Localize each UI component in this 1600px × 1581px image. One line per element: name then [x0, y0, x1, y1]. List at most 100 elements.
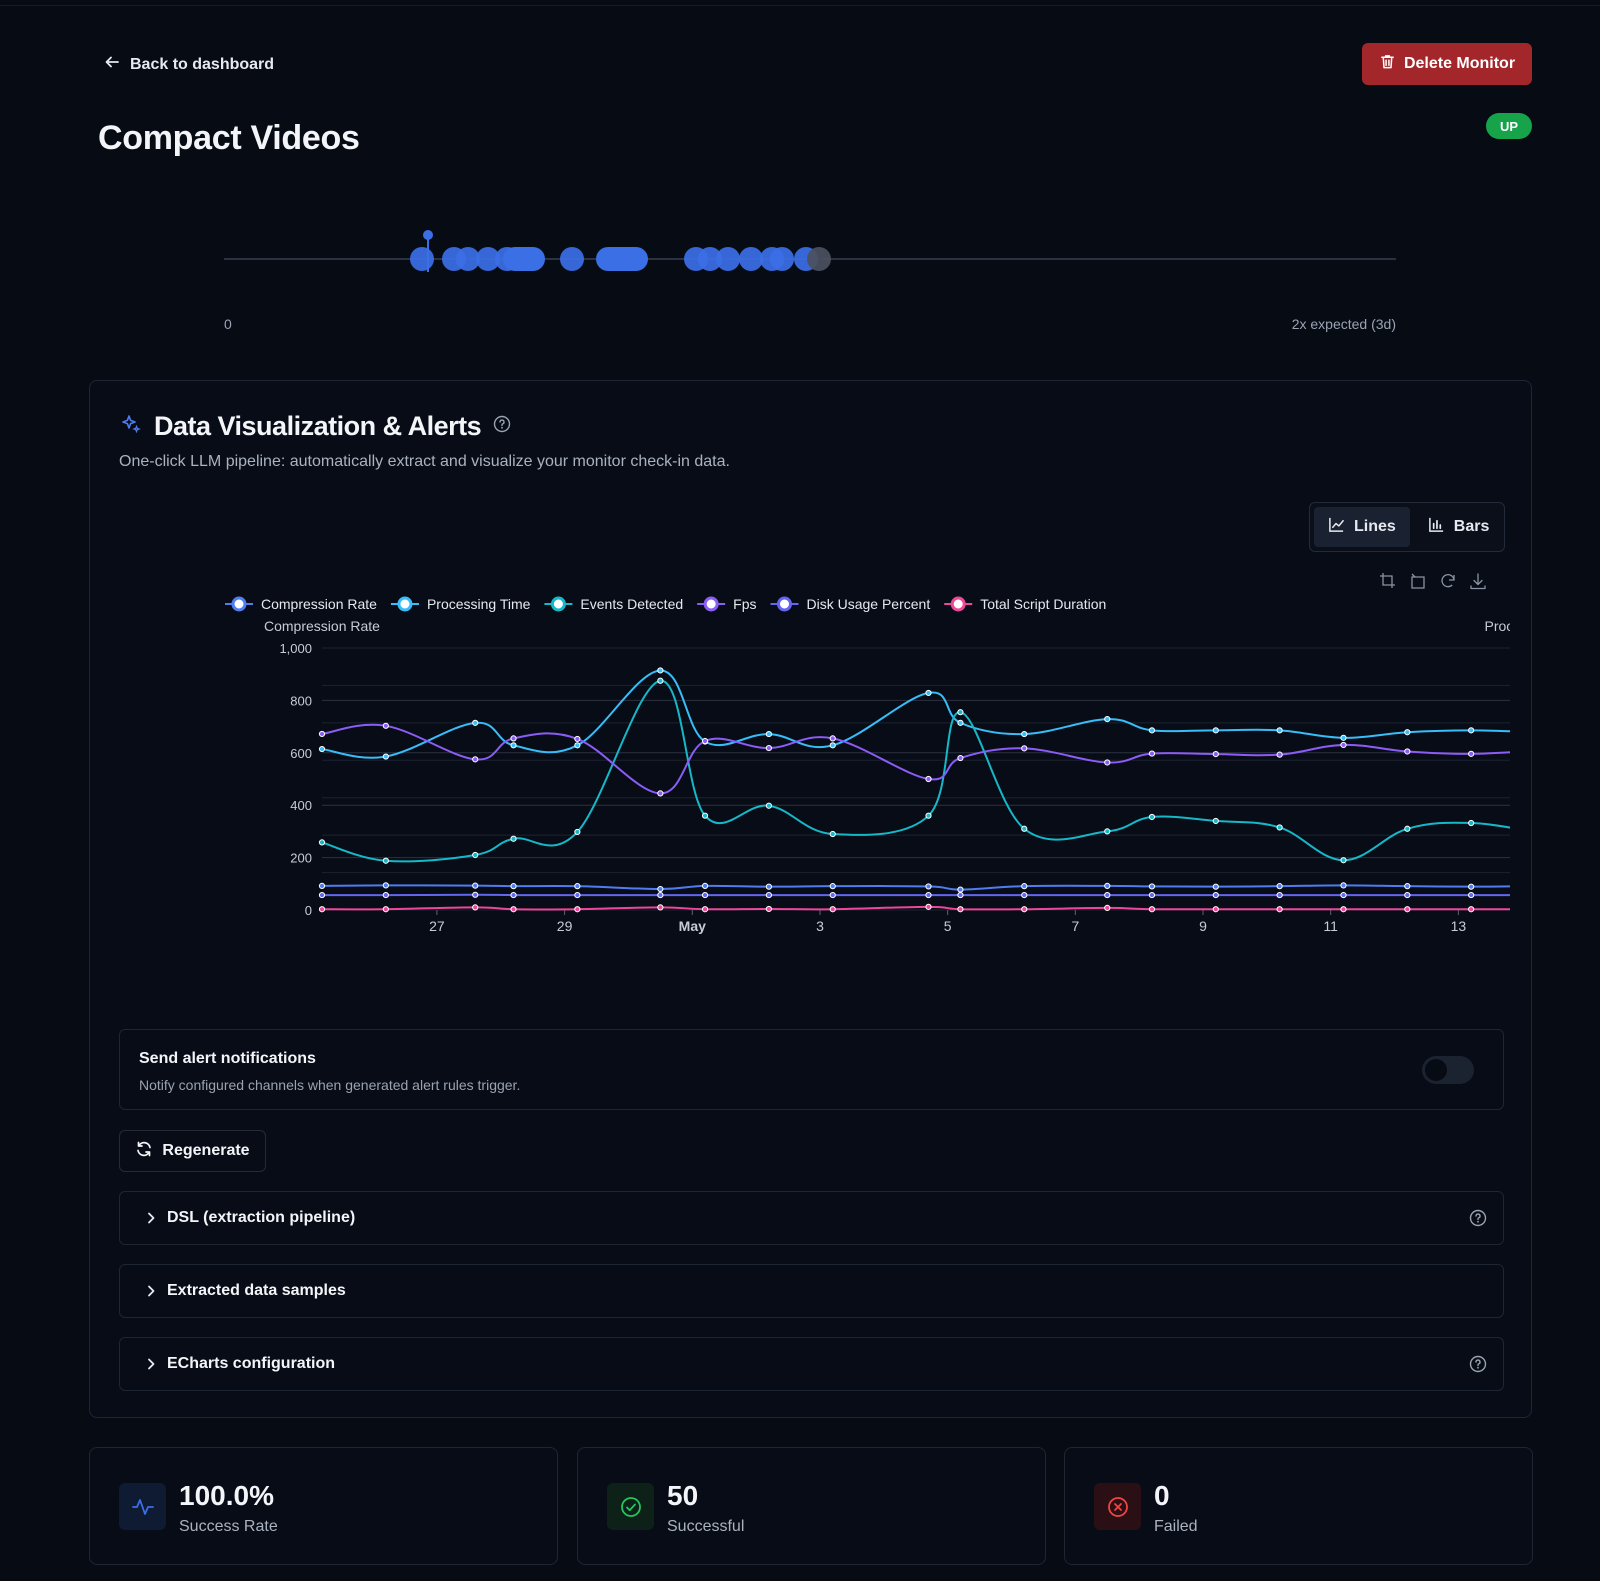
help-circle-icon[interactable] [493, 415, 511, 438]
timeline-checkin-dot[interactable] [770, 247, 794, 271]
series-point [1148, 727, 1156, 734]
series-point [657, 677, 664, 684]
help-circle-icon[interactable] [1469, 1209, 1487, 1227]
series-point [574, 742, 581, 749]
series-point [829, 735, 836, 742]
series-point [1104, 882, 1111, 889]
lines-view-label: Lines [1354, 518, 1396, 535]
stat-success-rate: 100.0% Success Rate [89, 1447, 558, 1565]
y-left-axis-label: Compression Rate [264, 618, 380, 634]
chevron-right-icon [148, 1358, 155, 1370]
series-line [321, 669, 1510, 759]
series-point [1212, 891, 1219, 899]
series-point [657, 885, 664, 893]
series-point [957, 719, 964, 726]
series-point [510, 891, 517, 899]
series-point [318, 730, 326, 738]
series-point [1340, 906, 1347, 913]
download-icon[interactable] [1468, 571, 1488, 591]
series-point [1468, 891, 1475, 899]
bars-view-button[interactable]: Bars [1414, 507, 1504, 547]
series-point [701, 906, 709, 913]
regenerate-button[interactable]: Regenerate [119, 1130, 266, 1172]
series-point [829, 830, 836, 838]
restore-icon[interactable] [1438, 571, 1458, 591]
series-point [472, 882, 479, 889]
series-point [472, 891, 479, 898]
y-left-tick-label: 800 [290, 693, 312, 708]
legend-swatch-dot [703, 596, 719, 612]
legend-swatch-dot [777, 596, 792, 612]
series-point [701, 882, 709, 889]
series-point [1340, 734, 1347, 741]
timeline-checkin-dot[interactable] [560, 247, 584, 271]
legend-label: Events Detected [580, 596, 683, 612]
accordion-echarts-config-label: ECharts configuration [167, 1355, 336, 1372]
series-point [472, 851, 479, 859]
series-point [1212, 906, 1219, 913]
series-point [472, 756, 479, 763]
alert-notifications-description: Notify configured channels when generate… [139, 1077, 521, 1093]
timeline-checkin-dot[interactable] [410, 247, 434, 271]
x-tick-label: 9 [1199, 918, 1207, 934]
series-point [829, 891, 836, 899]
series-point [1404, 891, 1411, 899]
zoom-reset-icon[interactable] [1408, 571, 1428, 591]
accordion-extracted-samples[interactable]: Extracted data samples [119, 1264, 1504, 1318]
bar-chart-icon [1428, 516, 1445, 538]
series-line [321, 723, 1510, 795]
series-point [657, 904, 664, 911]
timeline-checkin-dot[interactable] [739, 247, 763, 271]
timeline-checkin-cluster[interactable] [503, 247, 545, 271]
stat-value: 50 [667, 1480, 699, 1511]
series-point [382, 753, 389, 760]
series-point [574, 883, 581, 890]
chevron-right-icon [148, 1212, 155, 1224]
series-point [1340, 857, 1347, 864]
series-point [574, 828, 581, 836]
series-point [1276, 824, 1283, 831]
delete-monitor-button[interactable]: Delete Monitor [1362, 43, 1532, 85]
back-to-dashboard-link[interactable]: Back to dashboard [104, 54, 274, 75]
stat-label: Failed [1154, 1518, 1198, 1535]
y-left-tick-label: 400 [290, 798, 312, 813]
series-point [1212, 727, 1219, 734]
metrics-line-chart[interactable]: 1,0008006004002000706050403020100Compres… [120, 586, 1510, 956]
series-point [925, 689, 932, 697]
series-point [925, 903, 932, 910]
series-point [510, 735, 517, 742]
series-point [1104, 828, 1111, 835]
timeline-marker-head [423, 230, 433, 240]
alert-notifications-toggle[interactable] [1422, 1056, 1474, 1084]
timeline-pending-dot[interactable] [807, 247, 831, 271]
x-tick-label: 29 [557, 918, 573, 934]
series-point [701, 812, 709, 819]
lines-view-button[interactable]: Lines [1314, 507, 1410, 547]
chart-toolbox [1378, 571, 1488, 591]
x-tick-label: 13 [1451, 918, 1467, 934]
x-tick-label: 5 [944, 918, 952, 934]
series-point [1404, 748, 1411, 755]
help-circle-icon[interactable] [1469, 1355, 1487, 1373]
x-tick-label: 3 [816, 918, 824, 934]
delete-monitor-label: Delete Monitor [1403, 55, 1516, 72]
zoom-icon[interactable] [1378, 571, 1398, 591]
series-point [510, 835, 517, 842]
series-point [382, 906, 389, 913]
timeline-checkin-dot[interactable] [716, 247, 740, 271]
x-tick-label: 7 [1071, 918, 1079, 934]
series-line [321, 884, 1510, 891]
series-point [1021, 883, 1028, 890]
timeline-checkin-cluster[interactable] [596, 247, 648, 271]
y-left-tick-label: 1,000 [279, 641, 312, 656]
series-point [1340, 891, 1347, 899]
series-point [1148, 891, 1156, 899]
series-point [765, 802, 772, 809]
card-description: One-click LLM pipeline: automatically ex… [119, 453, 730, 470]
series-point [1340, 741, 1347, 749]
series-point [957, 754, 964, 762]
series-point [382, 722, 389, 729]
series-point [765, 891, 772, 899]
accordion-echarts-config[interactable]: ECharts configuration [119, 1337, 1504, 1391]
accordion-dsl[interactable]: DSL (extraction pipeline) [119, 1191, 1504, 1245]
